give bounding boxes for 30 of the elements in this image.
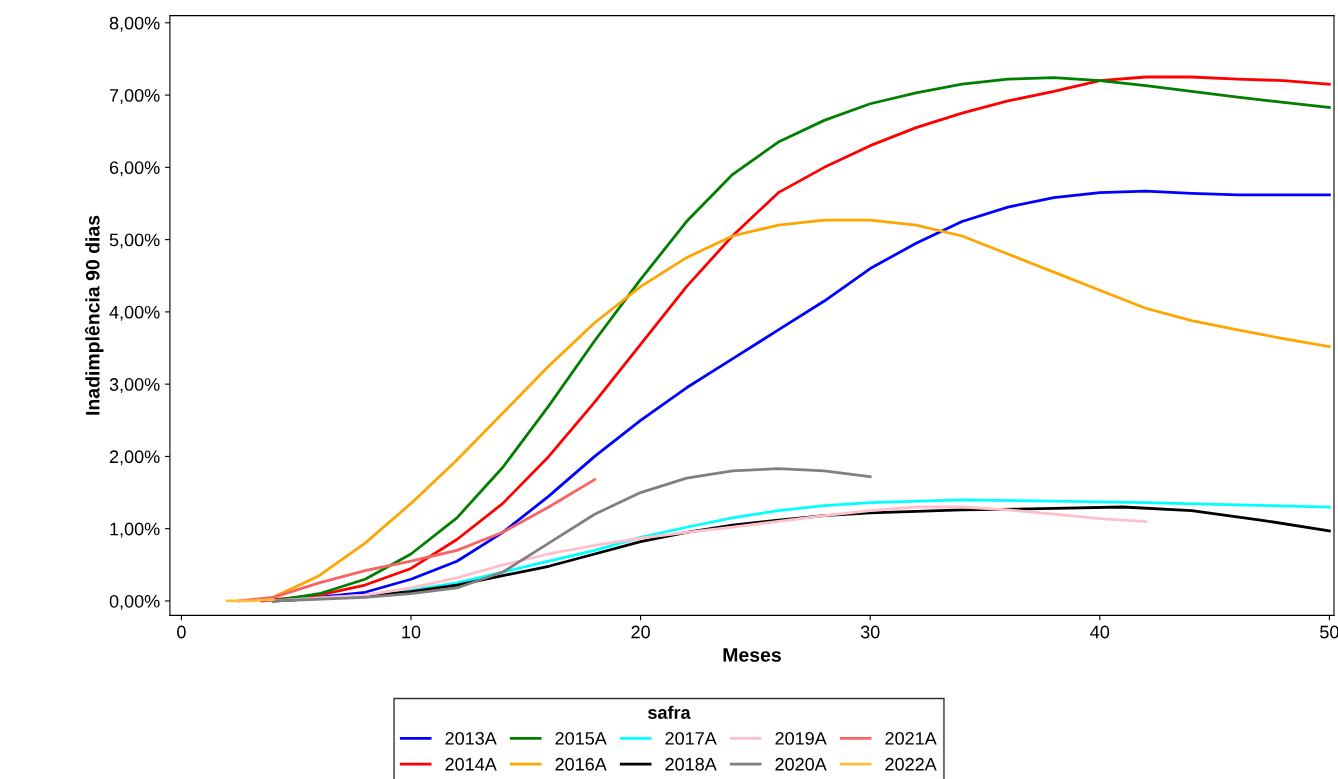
y-tick-label: 0,00% [109,594,160,610]
y-tick-label: 5,00% [109,233,160,249]
legend-title: safra [648,705,691,719]
y-tick-label: 1,00% [110,522,160,538]
y-axis-title: Inadimplência 90 dias [84,215,104,415]
legend-label: 2013A [445,732,497,745]
y-tick-label: 8,00% [109,16,160,32]
y-tick-label: 4,00% [109,305,160,321]
x-tick-label: 10 [402,625,421,639]
legend-label: 2017A [665,732,717,745]
line-series [271,467,872,603]
legend-label: 2015A [555,732,607,745]
y-tick-label: 6,00% [109,161,160,177]
legend-label: 2016A [555,757,607,771]
x-tick-label: 20 [631,625,650,639]
y-tick-label: 3,00% [109,378,160,393]
legend-label: 2018A [665,757,717,771]
legend-label: 2022A [885,757,937,771]
x-tick-label: 50 [1320,625,1338,639]
y-tick-label: 2,00% [109,450,160,466]
x-tick-label: 0 [177,625,186,639]
legend-label: 2020A [775,757,827,771]
line-series [237,478,597,603]
x-tick-label: 40 [1090,625,1110,639]
legend-label: 2019A [775,732,827,745]
y-tick-label: 7,00% [109,89,160,104]
x-tick-label: 30 [860,625,880,639]
legend-label: 2014A [445,757,497,771]
legend-label: 2021A [885,732,937,745]
x-axis-title: Meses [723,648,781,662]
